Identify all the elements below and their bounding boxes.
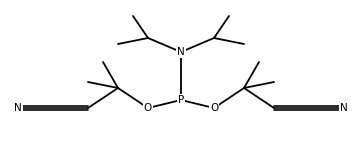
Text: O: O	[144, 103, 152, 113]
Text: P: P	[178, 95, 184, 105]
Text: N: N	[14, 103, 22, 113]
Text: N: N	[177, 47, 185, 57]
Text: N: N	[340, 103, 348, 113]
Text: O: O	[210, 103, 218, 113]
